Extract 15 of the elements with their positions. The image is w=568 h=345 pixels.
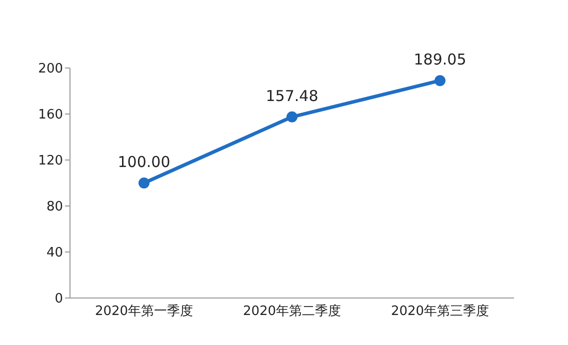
data-label: 157.48 (266, 86, 318, 105)
point (138, 178, 150, 188)
x-tick-label: 2020年第一季度 (94, 303, 194, 320)
y-tick-label: 80 (46, 200, 63, 215)
x-tick-label: 2020年第二季度 (242, 303, 342, 320)
point (286, 111, 298, 122)
y-tick-label: 120 (38, 154, 63, 169)
data-label: 189.05 (414, 50, 466, 69)
y-tick-label: 40 (46, 246, 63, 261)
y-tick-label: 160 (38, 108, 63, 123)
point (434, 75, 446, 86)
x-tick-label: 2020年第三季度 (390, 303, 490, 320)
y-tick-label: 200 (38, 62, 63, 77)
data-label: 100.00 (118, 153, 170, 171)
y-tick-label: 0 (54, 292, 63, 307)
